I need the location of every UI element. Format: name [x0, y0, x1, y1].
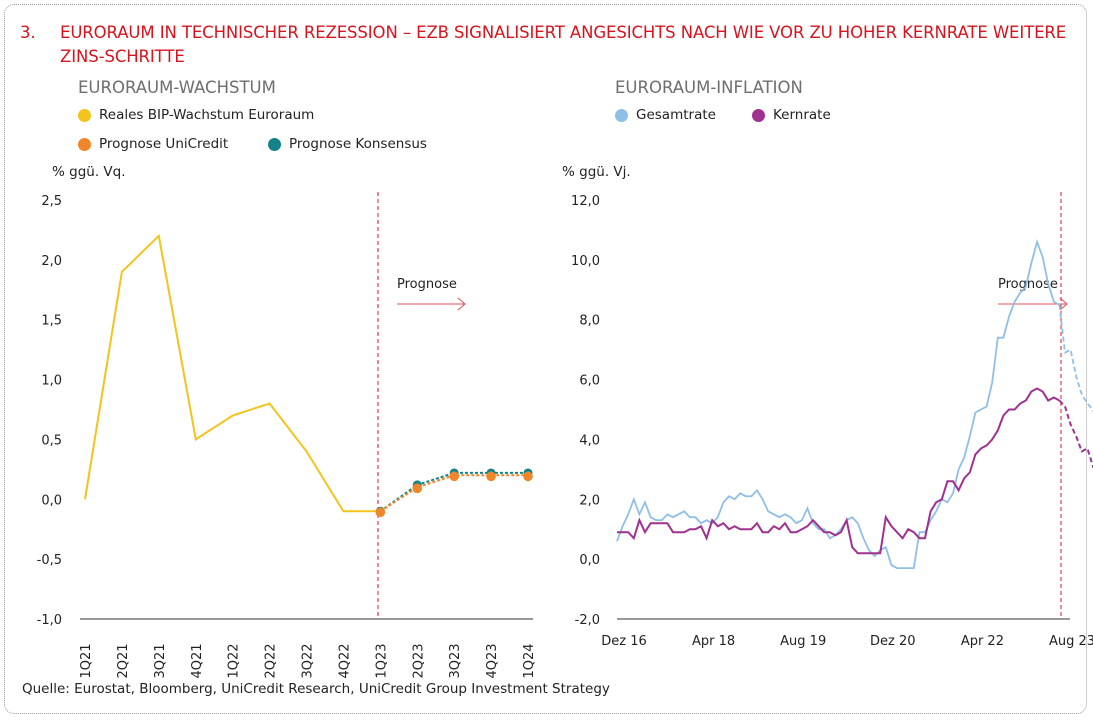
inflation-ytick-label: 6,0	[579, 374, 600, 389]
unicredit-point	[486, 471, 496, 482]
growth-xtick-label: 3Q21	[153, 643, 168, 678]
growth-xtick-label: 2Q23	[411, 643, 426, 678]
growth-forecast-label: Prognose	[397, 277, 457, 292]
figure-number: 3.	[20, 23, 36, 42]
figure-title-text: EURORAUM IN TECHNISCHER REZESSION – EZB …	[60, 23, 1067, 66]
legend-gdp: Reales BIP-Wachstum Euroraum	[78, 107, 314, 123]
inflation-xtick-label: Dez 16	[601, 634, 647, 649]
consensus-series-line	[379, 471, 528, 513]
growth-ytick-label: -1,0	[37, 613, 62, 628]
gdp-series-line	[84, 233, 381, 513]
growth-xtick-label: 4Q22	[337, 643, 352, 678]
inflation-ytick-label: 10,0	[571, 254, 600, 269]
legend-unicredit-label: Prognose UniCredit	[99, 136, 229, 152]
growth-xtick-label: 4Q23	[485, 643, 500, 678]
legend-consensus: Prognose Konsensus	[268, 136, 427, 152]
legend-consensus-marker	[268, 137, 281, 151]
inflation-forecast-label: Prognose	[998, 277, 1058, 292]
inflation-ytick-label: 8,0	[579, 314, 600, 329]
growth-ytick-label: 2,0	[41, 254, 62, 269]
growth-xtick-label: 3Q22	[301, 643, 316, 678]
unicredit-point	[412, 483, 423, 494]
headline-forecast-line	[1058, 304, 1093, 413]
growth-ytick-label: 1,0	[41, 374, 62, 389]
growth-xtick-label: 2Q21	[116, 643, 131, 678]
inflation-ytick-label: -2,0	[575, 613, 600, 628]
growth-xtick-label: 1Q23	[374, 643, 389, 678]
inflation-ytick-label: 4,0	[579, 433, 600, 448]
inflation-y-unit: % ggü. Vj.	[562, 164, 631, 180]
inflation-xtick-label: Apr 22	[961, 634, 1004, 649]
source-note: Quelle: Eurostat, Bloomberg, UniCredit R…	[22, 681, 610, 697]
inflation-xtick-label: Aug 23	[1049, 634, 1093, 649]
inflation-ytick-label: 12,0	[571, 194, 600, 209]
core-series-line	[617, 387, 1060, 555]
growth-ytick-label: 0,5	[41, 433, 62, 448]
growth-forecast-arrow-head	[457, 297, 466, 311]
legend-gdp-marker	[78, 108, 91, 122]
inflation-xtick-label: Apr 18	[692, 634, 735, 649]
figure-frame	[4, 4, 1087, 714]
growth-xtick-label: 1Q24	[522, 643, 537, 678]
core-forecast-line	[1058, 399, 1093, 469]
growth-ytick-label: 0,0	[41, 493, 62, 508]
growth-xtick-label: 4Q21	[190, 643, 205, 678]
growth-xtick-label: 3Q23	[448, 643, 463, 678]
growth-ytick-label: -0,5	[37, 553, 62, 568]
growth-xtick-label: 2Q22	[264, 643, 279, 678]
legend-core-label: Kernrate	[773, 107, 831, 123]
inflation-ytick-label: 2,0	[579, 493, 600, 508]
inflation-forecast-arrow-head	[1059, 297, 1068, 311]
legend-consensus-label: Prognose Konsensus	[289, 136, 427, 152]
growth-xtick-label: 1Q22	[227, 643, 242, 678]
growth-chart: 2,5 2,0 1,5 1,0 0,5 0,0 -0,5 -1,0 1Q21 2Q21 3Q21 4Q…	[37, 192, 537, 679]
legend-core-marker	[752, 108, 765, 122]
headline-series-line	[616, 238, 1060, 569]
legend-unicredit-marker	[78, 137, 91, 151]
unicredit-point	[375, 507, 386, 518]
growth-xtick-label: 1Q21	[79, 643, 94, 678]
growth-y-unit: % ggü. Vq.	[52, 164, 126, 180]
growth-ytick-label: 2,5	[41, 194, 62, 209]
legend-headline-marker	[615, 108, 628, 122]
inflation-ytick-label: 0,0	[579, 553, 600, 568]
growth-chart-title: EURORAUM-WACHSTUM	[78, 78, 276, 97]
inflation-xtick-label: Dez 20	[870, 634, 916, 649]
growth-ytick-label: 1,5	[41, 314, 62, 329]
legend-core: Kernrate	[752, 107, 831, 123]
unicredit-point	[449, 471, 459, 482]
unicredit-point	[523, 471, 533, 482]
legend-headline-label: Gesamtrate	[636, 107, 716, 123]
legend-unicredit: Prognose UniCredit	[78, 136, 228, 152]
legend-gdp-label: Reales BIP-Wachstum Euroraum	[99, 107, 315, 123]
legend-headline: Gesamtrate	[615, 107, 716, 123]
inflation-chart-title: EURORAUM-INFLATION	[615, 78, 803, 97]
inflation-xtick-label: Aug 19	[780, 634, 826, 649]
